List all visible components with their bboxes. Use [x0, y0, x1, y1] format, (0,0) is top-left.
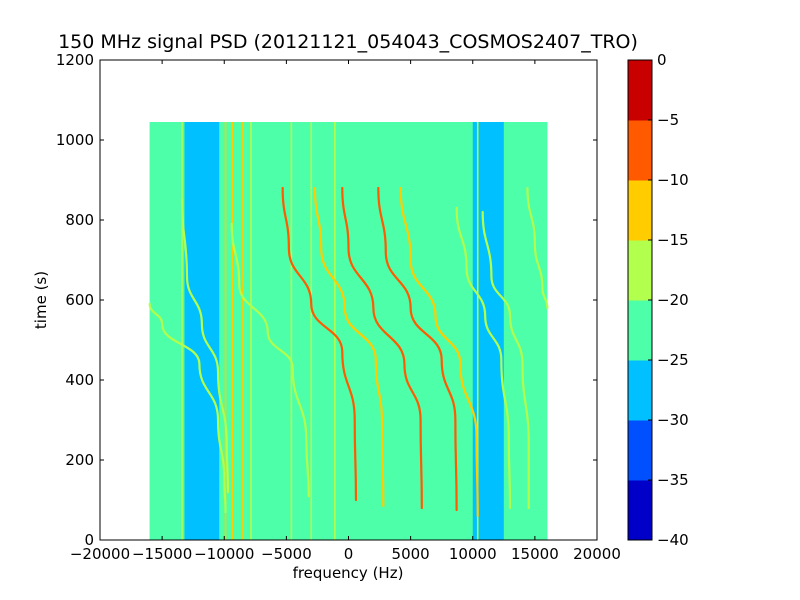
colorbar-tick-label: −25 — [657, 351, 689, 369]
colorbar-segment — [628, 480, 652, 541]
heatmap-band — [149, 122, 160, 540]
x-tick-label: −20000 — [70, 545, 130, 563]
heatmap-trace — [377, 186, 458, 512]
heatmap-trace — [313, 186, 385, 508]
x-tick-label: 20000 — [573, 545, 621, 563]
colorbar: −40 −35 −30 −25 −20 −15 −10 −5 0 — [627, 51, 689, 549]
heatmap-trace — [281, 186, 358, 502]
colorbar-tick-label: 0 — [657, 51, 667, 69]
x-tick-label: 10000 — [449, 545, 497, 563]
colorbar-tick-label: −40 — [657, 531, 689, 549]
y-tick-label: 1000 — [56, 131, 94, 149]
heatmap-trace — [455, 206, 512, 510]
x-tick-label: −15000 — [132, 545, 192, 563]
y-axis-label: time (s) — [32, 271, 50, 329]
x-tick-label: 5000 — [392, 545, 430, 563]
y-tick-label: 200 — [65, 451, 94, 469]
colorbar-tick-label: −20 — [657, 291, 689, 309]
colorbar-tick-label: −5 — [657, 111, 679, 129]
y-tick-label: 0 — [84, 531, 94, 549]
y-axis: 0 200 400 600 800 1000 1200 — [56, 51, 597, 549]
heatmap-trace — [180, 198, 230, 494]
y-tick-label: 800 — [65, 211, 94, 229]
x-tick-label: 0 — [344, 545, 354, 563]
colorbar-tick-label: −10 — [657, 171, 689, 189]
y-tick-label: 400 — [65, 371, 94, 389]
colorbar-segment — [628, 360, 652, 421]
colorbar-segment — [628, 120, 652, 181]
colorbar-tick-label: −30 — [657, 411, 689, 429]
x-axis-label: frequency (Hz) — [293, 564, 404, 582]
heatmap-trace — [230, 222, 310, 498]
heatmap-trace — [148, 302, 227, 514]
heatmap-trace — [341, 186, 423, 510]
colorbar-segment — [628, 420, 652, 481]
y-tick-label: 1200 — [56, 51, 94, 69]
heatmap-trace — [526, 186, 549, 310]
x-tick-label: −10000 — [194, 545, 254, 563]
colorbar-tick-label: −15 — [657, 231, 689, 249]
x-axis: −20000 −15000 −10000 −5000 0 5000 10000 15000 20… — [70, 60, 621, 563]
chart-title: 150 MHz signal PSD (20121121_054043_COSM… — [58, 31, 638, 53]
heatmap-band — [534, 122, 548, 540]
colorbar-segment — [628, 300, 652, 361]
heatmap-trace — [481, 210, 530, 510]
x-tick-label: 15000 — [511, 545, 559, 563]
colorbar-segment — [628, 180, 652, 241]
heatmap — [148, 122, 549, 540]
x-tick-label: −5000 — [261, 545, 312, 563]
y-tick-label: 600 — [65, 291, 94, 309]
colorbar-segment — [628, 240, 652, 301]
colorbar-tick-label: −35 — [657, 471, 689, 489]
colorbar-segment — [628, 60, 652, 121]
heatmap-trace — [399, 186, 479, 518]
